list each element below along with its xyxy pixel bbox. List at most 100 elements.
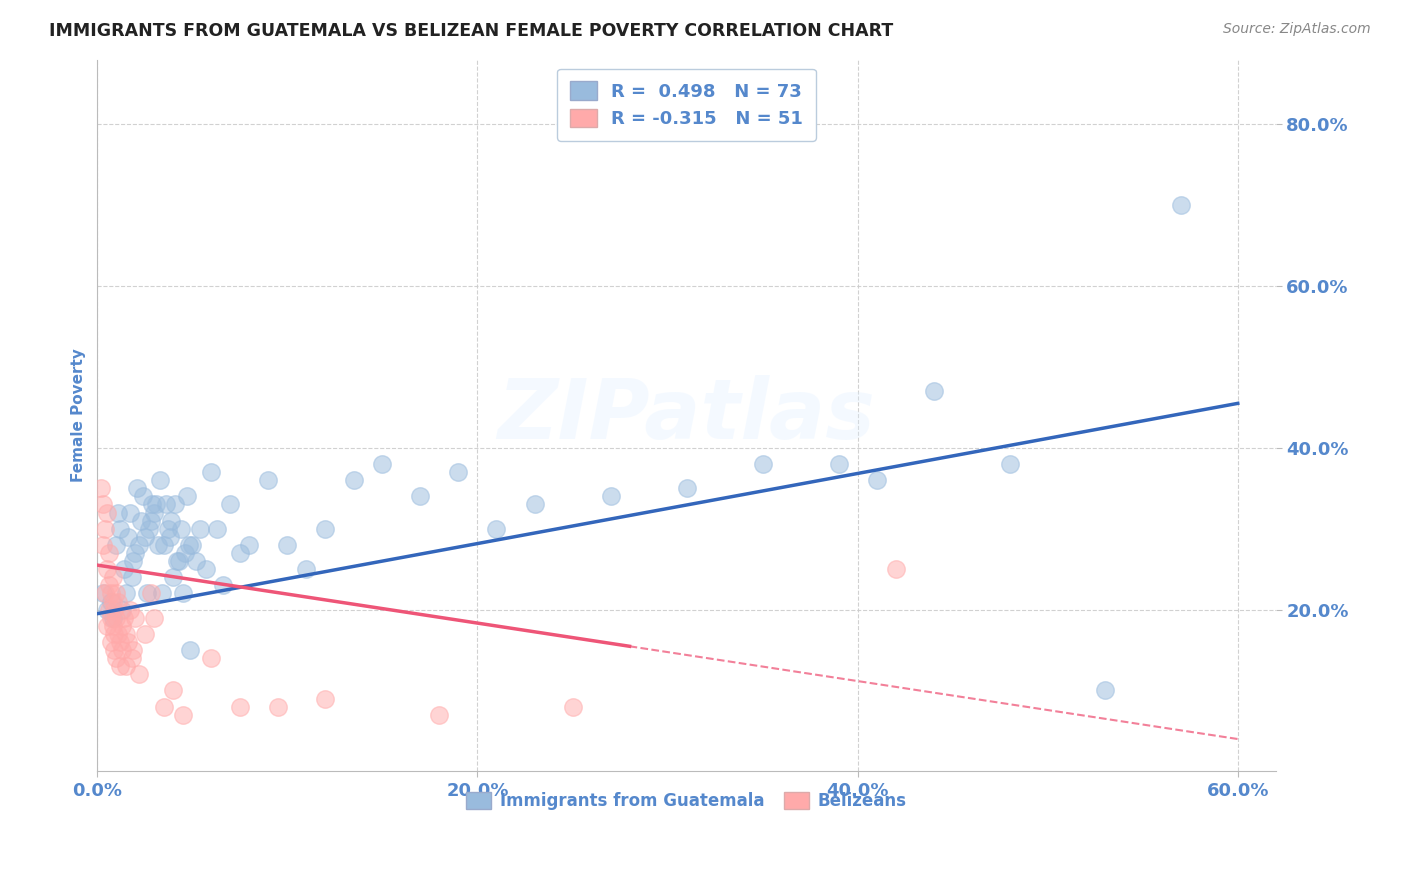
Point [90, 481, 112, 495]
Point [170, 522, 193, 536]
Point [115, 659, 138, 673]
Point [118, 506, 141, 520]
Point [97, 546, 120, 560]
Point [143, 610, 166, 624]
Point [675, 481, 697, 495]
Point [118, 602, 141, 616]
Text: ZIPatlas: ZIPatlas [498, 375, 876, 456]
Point [105, 538, 128, 552]
Point [827, 457, 849, 471]
Point [599, 489, 621, 503]
Point [111, 602, 134, 616]
Point [267, 699, 290, 714]
Point [146, 538, 169, 552]
Point [238, 538, 260, 552]
Point [211, 578, 233, 592]
Point [115, 627, 138, 641]
Point [100, 635, 122, 649]
Point [97, 602, 120, 616]
Point [865, 473, 887, 487]
Point [96, 562, 118, 576]
Point [172, 707, 194, 722]
Point [139, 586, 162, 600]
Point [447, 465, 470, 479]
Point [111, 643, 134, 657]
Point [103, 627, 125, 641]
Point [121, 570, 143, 584]
Point [121, 651, 143, 665]
Point [257, 473, 280, 487]
Point [107, 506, 129, 520]
Point [108, 522, 131, 536]
Point [103, 643, 125, 657]
Point [139, 514, 162, 528]
Point [96, 619, 118, 633]
Point [91, 586, 114, 600]
Point [181, 538, 204, 552]
Point [1094, 683, 1116, 698]
Point [128, 538, 150, 552]
Point [561, 699, 583, 714]
Point [165, 498, 187, 512]
Point [485, 522, 508, 536]
Point [200, 465, 222, 479]
Point [153, 699, 176, 714]
Point [188, 522, 211, 536]
Point [162, 570, 184, 584]
Point [105, 651, 128, 665]
Point [122, 554, 145, 568]
Point [100, 586, 122, 600]
Point [145, 498, 167, 512]
Point [107, 627, 129, 641]
Point [105, 586, 128, 600]
Legend: Immigrants from Guatemala, Belizeans: Immigrants from Guatemala, Belizeans [460, 785, 914, 816]
Point [166, 554, 188, 568]
Point [141, 498, 163, 512]
Point [1170, 198, 1192, 212]
Point [160, 514, 183, 528]
Point [132, 489, 155, 503]
Point [91, 498, 114, 512]
Point [101, 594, 124, 608]
Y-axis label: Female Poverty: Female Poverty [72, 349, 86, 483]
Point [135, 586, 157, 600]
Point [101, 570, 124, 584]
Point [134, 627, 156, 641]
Text: IMMIGRANTS FROM GUATEMALA VS BELIZEAN FEMALE POVERTY CORRELATION CHART: IMMIGRANTS FROM GUATEMALA VS BELIZEAN FE… [49, 22, 893, 40]
Point [176, 489, 198, 503]
Point [143, 506, 166, 520]
Point [295, 562, 318, 576]
Point [229, 546, 252, 560]
Point [94, 586, 117, 600]
Point [276, 538, 298, 552]
Point [186, 554, 208, 568]
Point [134, 530, 156, 544]
Point [112, 610, 135, 624]
Point [100, 594, 122, 608]
Point [101, 619, 124, 633]
Point [94, 522, 117, 536]
Point [117, 635, 139, 649]
Point [172, 586, 194, 600]
Point [122, 643, 145, 657]
Point [179, 643, 201, 657]
Point [129, 514, 152, 528]
Point [149, 473, 172, 487]
Point [523, 498, 546, 512]
Point [105, 610, 128, 624]
Point [112, 562, 135, 576]
Point [128, 667, 150, 681]
Point [150, 586, 173, 600]
Point [107, 594, 129, 608]
Point [91, 538, 114, 552]
Point [111, 619, 134, 633]
Point [127, 481, 149, 495]
Text: Source: ZipAtlas.com: Source: ZipAtlas.com [1223, 22, 1371, 37]
Point [884, 562, 907, 576]
Point [343, 473, 366, 487]
Point [205, 522, 228, 536]
Point [409, 489, 432, 503]
Point [117, 530, 139, 544]
Point [138, 522, 160, 536]
Point [153, 538, 176, 552]
